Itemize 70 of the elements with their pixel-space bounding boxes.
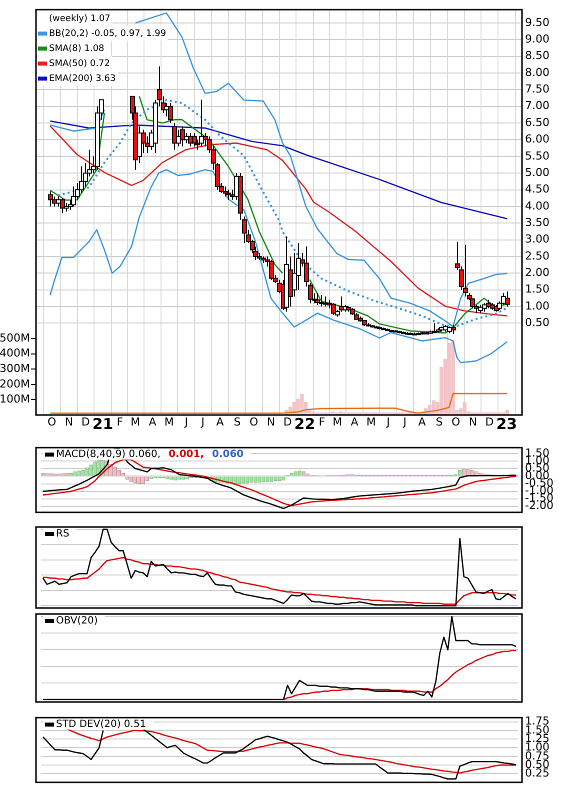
y-tick-label: 8.00 (525, 66, 550, 79)
x-tick-label: D (81, 415, 90, 428)
legend-label: EMA(200) 3.63 (49, 74, 116, 84)
y2-tick-label: 500M (0, 331, 30, 344)
y2-tick-label: 400M (0, 346, 30, 360)
y-tick-label: -2.00 (525, 499, 554, 512)
y2-tick-label: 100M (0, 392, 30, 406)
legend-label: BB(20,2) -0.05, 0.97, 1.99 (49, 28, 166, 39)
legend-label: SMA(50) 0.72 (49, 58, 110, 69)
x-tick-label: F (116, 415, 124, 428)
legend-label: STD DEV(20) 0.51 (56, 719, 146, 730)
y-tick-label: 7.50 (525, 82, 550, 96)
y-tick-label: 3.50 (525, 216, 550, 230)
x-tick-label: M (332, 415, 342, 428)
x-tick-label: A (148, 415, 157, 428)
series-label: 0.001, (168, 449, 204, 460)
y-tick-label: 0.50 (525, 316, 550, 330)
x-tick-label: N (468, 415, 478, 428)
x-tick-label: D (485, 415, 494, 428)
x-tick-label: J (386, 415, 390, 428)
y-tick-label: 8.50 (525, 49, 550, 62)
x-tick-label: S (436, 415, 443, 428)
x-tick-label: O (451, 415, 460, 428)
y-tick-label: 1.00 (525, 299, 550, 312)
x-tick-label: M (366, 415, 376, 428)
x-tick-label: F (318, 415, 326, 428)
bar (447, 342, 451, 415)
series-label: 0.060 (212, 449, 244, 460)
y-tick-label: 2.00 (525, 266, 550, 280)
y-tick-label: 4.00 (525, 199, 550, 212)
x-tick-label: D (283, 415, 292, 428)
y-tick-label: 4.50 (525, 182, 550, 196)
y-tick-label: 2.50 (525, 249, 550, 262)
y-tick-label: 5.00 (525, 166, 550, 179)
y-tick-label: 7.00 (525, 99, 550, 112)
x-tick-label: A (418, 415, 426, 428)
x-tick-label: A (216, 415, 224, 428)
text: (weekly) 1.07 (49, 14, 110, 24)
legend-label: RS (56, 528, 70, 540)
x-tick-label: M (164, 415, 174, 428)
y-tick-label: 1.50 (525, 282, 550, 296)
legend-label: MACD(8,40,9) 0.060, (56, 449, 161, 460)
bar (331, 412, 335, 415)
y-tick-label: 6.50 (525, 116, 550, 129)
x-tick-label: O (249, 415, 258, 428)
bar (462, 402, 466, 415)
x-tick-label: J (402, 415, 406, 428)
legend-label: SMA(8) 1.08 (49, 44, 105, 54)
y-tick-label: 5.50 (525, 149, 550, 162)
x-tick-label: A (350, 415, 359, 428)
x-tick-label: 22 (294, 414, 316, 433)
x-tick-label: 21 (92, 414, 114, 433)
x-tick-label: S (234, 415, 241, 428)
x-tick-label: M (130, 415, 140, 428)
x-tick-label: O (48, 415, 57, 428)
x-tick-label: N (266, 415, 276, 428)
bar (300, 394, 304, 415)
y-tick-label: 6.00 (525, 132, 550, 146)
legend-label: OBV(20) (56, 616, 98, 627)
x-tick-label: J (184, 415, 188, 428)
bar (451, 341, 455, 415)
x-tick-label: J (200, 415, 205, 428)
y-tick-label: 3.00 (525, 232, 550, 246)
y-tick-label: 0.25 (525, 766, 550, 780)
y2-tick-label: 300M (0, 362, 30, 375)
x-tick-label: 23 (496, 414, 518, 433)
x-tick-label: N (64, 415, 74, 428)
y-tick-label: 9.00 (525, 32, 550, 46)
y2-tick-label: 200M (0, 377, 30, 390)
y-tick-label: 9.50 (525, 16, 550, 29)
